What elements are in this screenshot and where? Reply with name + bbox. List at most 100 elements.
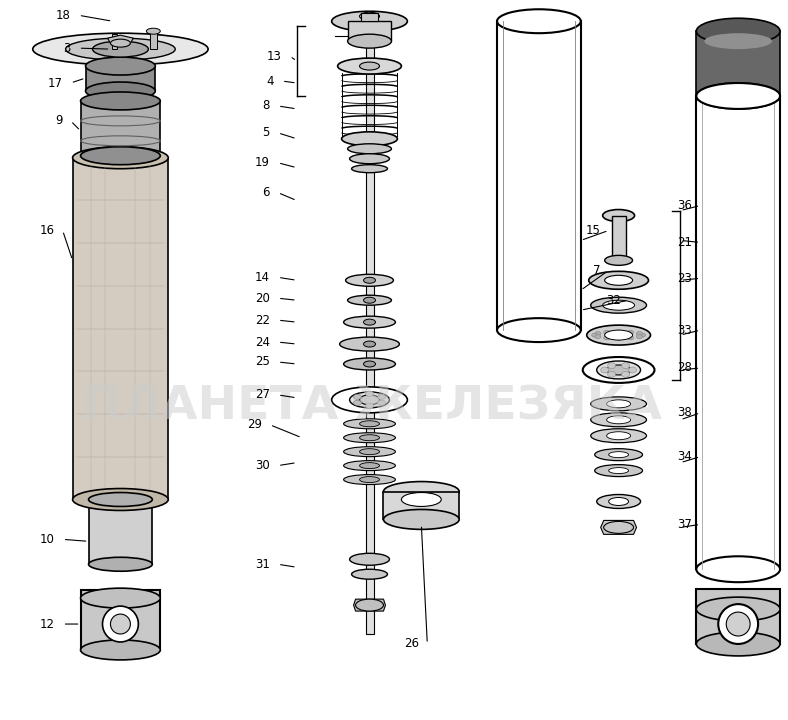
Text: 16: 16 [39, 224, 54, 237]
Text: 7: 7 [593, 264, 600, 276]
Ellipse shape [344, 461, 396, 471]
Ellipse shape [592, 333, 597, 337]
Ellipse shape [344, 419, 396, 428]
Ellipse shape [348, 144, 392, 154]
Ellipse shape [608, 451, 629, 458]
Ellipse shape [72, 489, 169, 510]
Ellipse shape [88, 492, 152, 506]
Ellipse shape [603, 210, 634, 222]
Ellipse shape [354, 395, 362, 400]
Ellipse shape [363, 277, 376, 283]
Text: 19: 19 [255, 156, 269, 169]
Ellipse shape [595, 335, 601, 338]
Ellipse shape [350, 154, 389, 163]
Ellipse shape [637, 335, 642, 338]
Bar [497, 21, 581, 330]
Text: 26: 26 [404, 637, 419, 650]
Ellipse shape [384, 510, 459, 529]
Text: 13: 13 [267, 50, 282, 63]
Text: 3: 3 [63, 42, 71, 55]
Ellipse shape [597, 495, 641, 508]
Bar [72, 158, 169, 500]
Ellipse shape [65, 38, 175, 60]
Text: 33: 33 [678, 323, 693, 337]
Ellipse shape [363, 341, 376, 347]
Bar [348, 21, 392, 41]
Text: 36: 36 [678, 199, 693, 212]
Ellipse shape [589, 271, 649, 289]
Ellipse shape [697, 557, 780, 582]
Text: ПЛАНЕТА ЖЕЛЕЗЯКА: ПЛАНЕТА ЖЕЛЕЗЯКА [82, 384, 662, 429]
Ellipse shape [377, 400, 385, 405]
Ellipse shape [608, 467, 629, 474]
Ellipse shape [384, 482, 459, 502]
Ellipse shape [640, 333, 645, 337]
Ellipse shape [637, 331, 642, 336]
Ellipse shape [332, 12, 407, 31]
Ellipse shape [80, 92, 160, 110]
Ellipse shape [697, 632, 780, 656]
Ellipse shape [359, 12, 380, 20]
Text: 8: 8 [262, 99, 269, 112]
Text: 27: 27 [255, 388, 269, 401]
Ellipse shape [332, 387, 407, 413]
Ellipse shape [718, 604, 758, 644]
Ellipse shape [595, 331, 601, 336]
Bar [697, 96, 780, 570]
Ellipse shape [608, 372, 615, 377]
Ellipse shape [350, 553, 389, 565]
Ellipse shape [355, 599, 384, 611]
Ellipse shape [607, 415, 630, 424]
Ellipse shape [80, 588, 160, 608]
Text: 22: 22 [255, 314, 269, 327]
Ellipse shape [497, 318, 581, 342]
Ellipse shape [597, 361, 641, 379]
Ellipse shape [33, 33, 208, 65]
Ellipse shape [603, 300, 634, 310]
Ellipse shape [344, 433, 396, 443]
Ellipse shape [591, 297, 646, 313]
Ellipse shape [627, 330, 634, 334]
Text: 18: 18 [56, 9, 71, 22]
Ellipse shape [608, 498, 629, 505]
Bar [366, 21, 374, 634]
Ellipse shape [147, 28, 160, 34]
Ellipse shape [727, 612, 750, 636]
Ellipse shape [366, 403, 374, 408]
Ellipse shape [80, 640, 160, 660]
Ellipse shape [600, 367, 608, 373]
Ellipse shape [629, 367, 637, 373]
Ellipse shape [591, 413, 646, 427]
Ellipse shape [591, 397, 646, 411]
Ellipse shape [351, 165, 388, 173]
Ellipse shape [359, 62, 380, 70]
Ellipse shape [80, 147, 160, 165]
Ellipse shape [359, 477, 380, 482]
Text: 10: 10 [39, 533, 54, 546]
Ellipse shape [342, 132, 397, 145]
Ellipse shape [363, 319, 376, 325]
Ellipse shape [359, 420, 380, 427]
Ellipse shape [377, 395, 385, 400]
Ellipse shape [497, 9, 581, 33]
Text: 4: 4 [266, 74, 274, 88]
Ellipse shape [354, 400, 362, 405]
Ellipse shape [607, 365, 630, 375]
Ellipse shape [604, 330, 633, 340]
Ellipse shape [587, 325, 651, 345]
Text: 28: 28 [678, 361, 693, 374]
Ellipse shape [604, 256, 633, 266]
Text: 6: 6 [262, 186, 269, 199]
Ellipse shape [607, 400, 630, 408]
Bar [88, 500, 152, 564]
Ellipse shape [604, 330, 610, 334]
Bar [151, 31, 158, 49]
Text: 23: 23 [678, 271, 693, 285]
Ellipse shape [622, 363, 630, 369]
Ellipse shape [340, 337, 400, 351]
Ellipse shape [607, 432, 630, 440]
Bar [384, 492, 459, 519]
Ellipse shape [366, 392, 374, 397]
Bar [86, 66, 155, 91]
Ellipse shape [363, 361, 376, 367]
